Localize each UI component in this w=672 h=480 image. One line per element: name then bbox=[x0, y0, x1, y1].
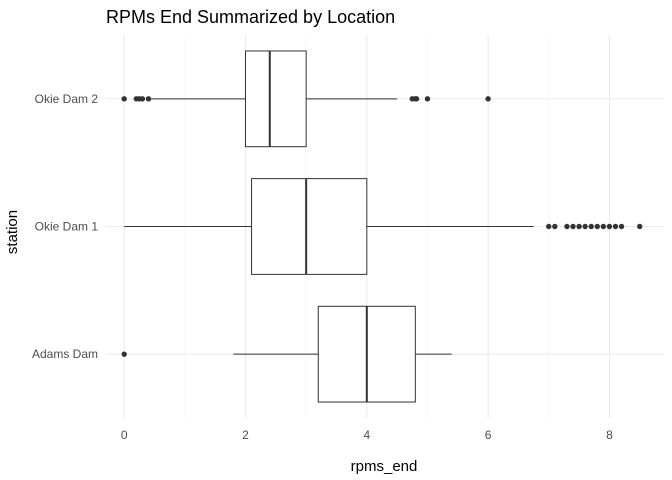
outlier-point bbox=[546, 223, 552, 230]
y-tick-labels: Adams Dam Okie Dam 1 Okie Dam 2 bbox=[32, 92, 98, 361]
outlier-point bbox=[564, 223, 570, 230]
y-tick-label: Adams Dam bbox=[32, 347, 98, 361]
outlier-point bbox=[570, 223, 576, 230]
x-tick-label: 6 bbox=[485, 428, 492, 442]
box-adams-dam bbox=[121, 305, 452, 403]
outlier-point bbox=[637, 223, 643, 230]
outlier-point bbox=[485, 96, 491, 102]
outlier-point bbox=[139, 96, 146, 102]
x-tick-labels: 0 2 4 6 8 bbox=[121, 428, 613, 442]
outlier-point bbox=[576, 223, 582, 230]
chart-title: RPMs End Summarized by Location bbox=[106, 7, 395, 27]
y-tick-label: Okie Dam 2 bbox=[35, 92, 99, 106]
x-tick-label: 4 bbox=[363, 428, 370, 442]
outlier-point bbox=[606, 223, 613, 230]
outlier-point bbox=[145, 96, 152, 102]
outlier-point bbox=[413, 96, 420, 102]
outlier-point bbox=[618, 223, 625, 230]
outlier-point bbox=[121, 351, 127, 357]
box-okie-dam-2 bbox=[121, 50, 491, 148]
box-okie-dam-1 bbox=[124, 178, 643, 275]
outlier-point bbox=[582, 223, 588, 230]
x-tick-label: 8 bbox=[606, 428, 613, 442]
y-axis-label: station bbox=[4, 210, 21, 254]
x-tick-label: 2 bbox=[242, 428, 249, 442]
outlier-point bbox=[600, 223, 607, 230]
outlier-point bbox=[594, 223, 600, 230]
outlier-point bbox=[121, 96, 127, 102]
iqr-box bbox=[245, 50, 307, 148]
outlier-point bbox=[612, 223, 619, 230]
box-group bbox=[121, 50, 643, 403]
x-axis-label: rpms_end bbox=[351, 458, 418, 475]
y-tick-label: Okie Dam 1 bbox=[35, 220, 99, 234]
x-tick-label: 0 bbox=[121, 428, 128, 442]
iqr-box bbox=[251, 178, 368, 275]
outlier-point bbox=[424, 96, 431, 102]
outlier-point bbox=[588, 223, 594, 230]
outlier-point bbox=[552, 223, 558, 230]
